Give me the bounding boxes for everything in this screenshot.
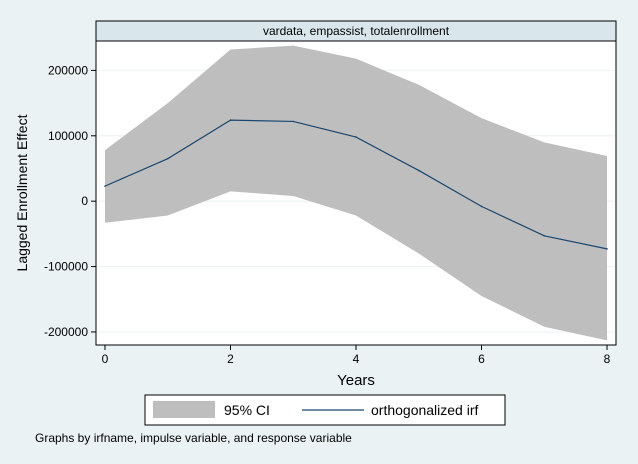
x-axis-title: Years [337,372,375,389]
legend-irf-label: orthogonalized irf [371,402,479,418]
chart-note: Graphs by irfname, impulse variable, and… [35,431,352,445]
x-tick-label-0: 0 [102,352,109,366]
y-tick-label-4: 200000 [48,63,88,77]
irf-point-1 [166,157,169,160]
x-tick-label-1: 2 [227,352,234,366]
ci-band [105,45,607,341]
panel-title: vardata, empassist, totalenrollment [263,24,450,38]
irf-point-7 [543,235,546,237]
x-ticks: 0 2 4 6 8 [102,345,611,366]
irf-point-0 [104,185,106,187]
legend-ci-swatch [153,401,215,418]
x-tick-label-4: 8 [604,352,611,366]
irf-point-6 [480,205,483,208]
irf-point-5 [417,169,420,172]
irf-point-3 [292,120,295,123]
irf-point-4 [355,136,357,138]
irf-line-group [104,119,608,250]
y-tick-label-0: -200000 [44,325,88,339]
y-tick-label-1: -100000 [44,260,88,274]
legend-ci-label: 95% CI [224,402,270,418]
y-ticks: -200000 -100000 0 100000 200000 [44,63,96,339]
x-tick-label-3: 6 [478,352,485,366]
y-tick-label-3: 100000 [48,129,88,143]
y-tick-label-2: 0 [81,194,88,208]
ci-band-group [105,45,607,341]
irf-point-2 [229,119,232,121]
y-axis-title: Lagged Enrollment Effect [14,114,30,271]
irf-point-8 [606,248,608,250]
x-tick-label-2: 4 [353,352,360,366]
